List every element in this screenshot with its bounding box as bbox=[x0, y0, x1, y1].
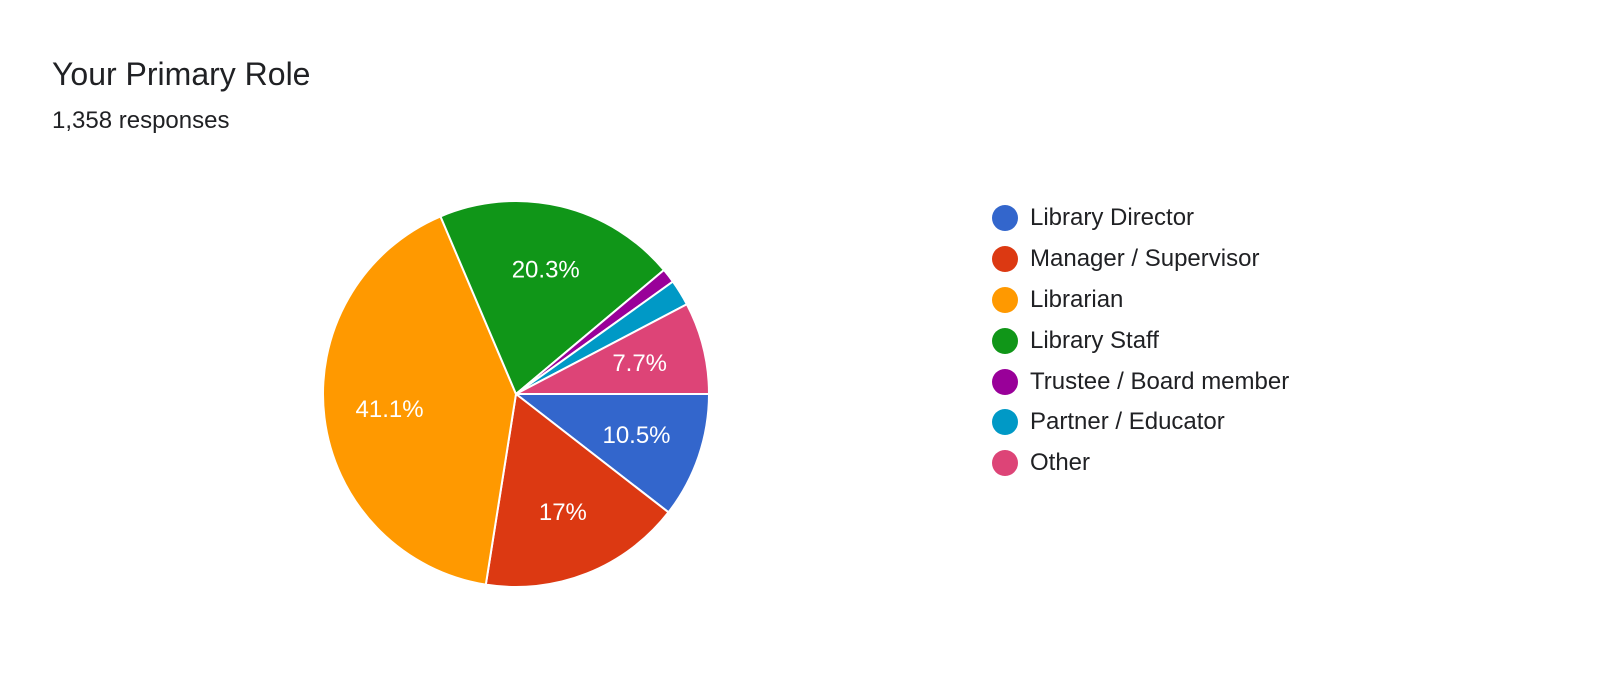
pie-slice-library-director[interactable] bbox=[515, 393, 710, 514]
legend-item-library-staff[interactable]: Library Staff bbox=[992, 320, 1289, 361]
pie-slice-other[interactable] bbox=[515, 303, 710, 395]
legend-swatch bbox=[992, 246, 1018, 273]
response-count: 1,358 responses bbox=[52, 107, 230, 134]
legend-item-librarian[interactable]: Librarian bbox=[992, 280, 1289, 321]
chart-title: Your Primary Role bbox=[52, 56, 311, 92]
pie-slice-manager-supervisor[interactable] bbox=[484, 393, 670, 588]
pie-slice-library-staff[interactable] bbox=[439, 200, 665, 395]
legend-swatch bbox=[992, 409, 1018, 436]
legend-label: Library Director bbox=[1030, 204, 1195, 232]
legend-item-other[interactable]: Other bbox=[992, 443, 1289, 484]
legend-label: Library Staff bbox=[1030, 326, 1159, 354]
legend-item-manager-supervisor[interactable]: Manager / Supervisor bbox=[992, 239, 1289, 280]
slice-label-other: 7.7% bbox=[612, 350, 667, 377]
legend-swatch bbox=[992, 450, 1018, 477]
legend-label: Librarian bbox=[1030, 285, 1124, 313]
legend: Library Director Manager / Supervisor Li… bbox=[992, 198, 1289, 484]
legend-item-library-director[interactable]: Library Director bbox=[992, 198, 1289, 239]
slice-label-manager-supervisor: 17% bbox=[539, 499, 587, 526]
legend-label: Other bbox=[1030, 449, 1091, 477]
slice-label-librarian: 41.1% bbox=[356, 396, 424, 423]
legend-item-partner-educator[interactable]: Partner / Educator bbox=[992, 402, 1289, 443]
pie-slice-librarian[interactable] bbox=[322, 215, 517, 586]
legend-item-trustee-board-member[interactable]: Trustee / Board member bbox=[992, 361, 1289, 402]
legend-swatch bbox=[992, 286, 1018, 313]
slice-label-library-staff: 20.3% bbox=[512, 257, 580, 284]
legend-label: Trustee / Board member bbox=[1030, 367, 1290, 395]
slice-label-library-director: 10.5% bbox=[602, 422, 670, 449]
legend-swatch bbox=[992, 327, 1018, 354]
legend-swatch bbox=[992, 368, 1018, 395]
legend-label: Partner / Educator bbox=[1030, 408, 1225, 436]
legend-swatch bbox=[992, 205, 1018, 232]
legend-label: Manager / Supervisor bbox=[1030, 245, 1260, 273]
